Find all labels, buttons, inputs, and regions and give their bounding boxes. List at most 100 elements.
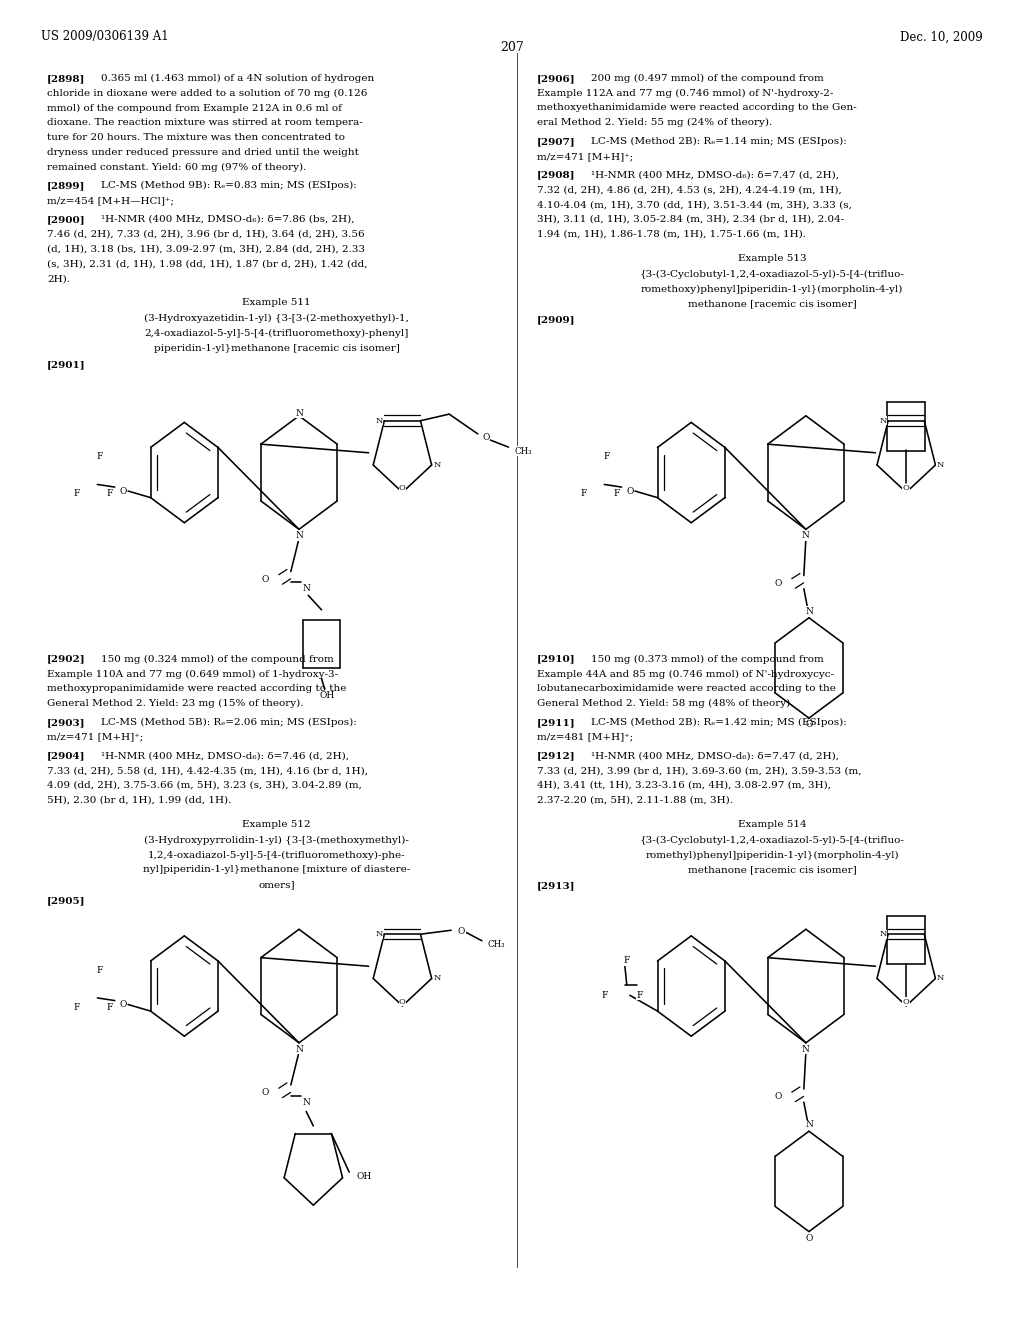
Text: 3H), 3.11 (d, 1H), 3.05-2.84 (m, 3H), 2.34 (br d, 1H), 2.04-: 3H), 3.11 (d, 1H), 3.05-2.84 (m, 3H), 2.… [537, 215, 844, 224]
Text: methanone [racemic cis isomer]: methanone [racemic cis isomer] [688, 300, 856, 309]
Text: 1.94 (m, 1H), 1.86-1.78 (m, 1H), 1.75-1.66 (m, 1H).: 1.94 (m, 1H), 1.86-1.78 (m, 1H), 1.75-1.… [537, 230, 806, 239]
Text: N: N [937, 461, 944, 469]
Text: m/z=481 [M+H]⁺;: m/z=481 [M+H]⁺; [537, 733, 633, 742]
Text: [2901]: [2901] [47, 360, 86, 368]
Text: 7.46 (d, 2H), 7.33 (d, 2H), 3.96 (br d, 1H), 3.64 (d, 2H), 3.56: 7.46 (d, 2H), 7.33 (d, 2H), 3.96 (br d, … [47, 230, 365, 239]
Text: {3-(3-Cyclobutyl-1,2,4-oxadiazol-5-yl)-5-[4-(trifluo-: {3-(3-Cyclobutyl-1,2,4-oxadiazol-5-yl)-5… [640, 836, 904, 845]
Text: N: N [802, 1045, 810, 1053]
Text: LC-MS (Method 2B): Rₑ=1.42 min; MS (ESIpos):: LC-MS (Method 2B): Rₑ=1.42 min; MS (ESIp… [591, 718, 847, 727]
Text: N: N [295, 409, 303, 417]
Text: ¹H-NMR (400 MHz, DMSO-d₆): δ=7.47 (d, 2H),: ¹H-NMR (400 MHz, DMSO-d₆): δ=7.47 (d, 2H… [591, 751, 839, 760]
Text: O: O [626, 487, 634, 495]
Text: m/z=471 [M+H]⁺;: m/z=471 [M+H]⁺; [537, 152, 633, 161]
Text: General Method 2. Yield: 23 mg (15% of theory).: General Method 2. Yield: 23 mg (15% of t… [47, 700, 303, 709]
Text: [2910]: [2910] [537, 655, 575, 664]
Text: [2902]: [2902] [47, 655, 86, 664]
Text: 2H).: 2H). [47, 275, 70, 282]
Text: F: F [637, 991, 643, 999]
Text: F: F [96, 453, 102, 461]
Text: [2912]: [2912] [537, 751, 575, 760]
Text: LC-MS (Method 9B): Rₑ=0.83 min; MS (ESIpos):: LC-MS (Method 9B): Rₑ=0.83 min; MS (ESIp… [101, 181, 357, 190]
Text: romethyl)phenyl]piperidin-1-yl}(morpholin-4-yl): romethyl)phenyl]piperidin-1-yl}(morpholi… [645, 850, 899, 859]
Text: O: O [119, 1001, 127, 1008]
Text: methanone [racemic cis isomer]: methanone [racemic cis isomer] [688, 866, 856, 874]
Text: [2903]: [2903] [47, 718, 86, 727]
Text: methoxypropanimidamide were reacted according to the: methoxypropanimidamide were reacted acco… [47, 684, 346, 693]
Text: O: O [903, 484, 909, 492]
Text: Example 512: Example 512 [242, 820, 311, 829]
Text: 207: 207 [500, 41, 524, 54]
Text: 4H), 3.41 (tt, 1H), 3.23-3.16 (m, 4H), 3.08-2.97 (m, 3H),: 4H), 3.41 (tt, 1H), 3.23-3.16 (m, 4H), 3… [537, 781, 830, 789]
Text: [2909]: [2909] [537, 315, 575, 325]
Text: LC-MS (Method 5B): Rₑ=2.06 min; MS (ESIpos):: LC-MS (Method 5B): Rₑ=2.06 min; MS (ESIp… [101, 718, 357, 727]
Text: O: O [774, 1093, 782, 1101]
Text: N: N [295, 1045, 303, 1053]
Text: LC-MS (Method 2B): Rₑ=1.14 min; MS (ESIpos):: LC-MS (Method 2B): Rₑ=1.14 min; MS (ESIp… [591, 137, 847, 147]
Text: O: O [774, 579, 782, 587]
Text: Example 514: Example 514 [737, 820, 807, 829]
Text: [2904]: [2904] [47, 751, 86, 760]
Text: 150 mg (0.373 mmol) of the compound from: 150 mg (0.373 mmol) of the compound from [591, 655, 823, 664]
Text: [2899]: [2899] [47, 181, 85, 190]
Text: F: F [581, 490, 587, 498]
Text: General Method 2. Yield: 58 mg (48% of theory).: General Method 2. Yield: 58 mg (48% of t… [537, 700, 793, 709]
Text: remained constant. Yield: 60 mg (97% of theory).: remained constant. Yield: 60 mg (97% of … [47, 162, 306, 172]
Text: [2907]: [2907] [537, 137, 575, 147]
Text: O: O [119, 487, 127, 495]
Text: N: N [937, 974, 944, 982]
Text: F: F [96, 966, 102, 974]
Text: (3-Hydroxyazetidin-1-yl) {3-[3-(2-methoxyethyl)-1,: (3-Hydroxyazetidin-1-yl) {3-[3-(2-methox… [144, 314, 409, 323]
Text: F: F [601, 991, 607, 999]
Text: Example 511: Example 511 [242, 298, 311, 308]
Text: mmol) of the compound from Example 212A in 0.6 ml of: mmol) of the compound from Example 212A … [47, 103, 342, 112]
Text: Example 44A and 85 mg (0.746 mmol) of N'-hydroxycyc-: Example 44A and 85 mg (0.746 mmol) of N'… [537, 669, 834, 678]
Text: 7.33 (d, 2H), 5.58 (d, 1H), 4.42-4.35 (m, 1H), 4.16 (br d, 1H),: 7.33 (d, 2H), 5.58 (d, 1H), 4.42-4.35 (m… [47, 766, 368, 775]
Text: [2898]: [2898] [47, 74, 85, 83]
Text: O: O [805, 721, 813, 729]
Text: CH₃: CH₃ [514, 446, 531, 455]
Text: N: N [805, 1121, 813, 1129]
Text: [2911]: [2911] [537, 718, 575, 727]
Text: Dec. 10, 2009: Dec. 10, 2009 [900, 30, 983, 44]
Text: F: F [106, 1003, 113, 1011]
Text: N: N [880, 931, 887, 939]
Text: 1,2,4-oxadiazol-5-yl]-5-[4-(trifluoromethoxy)-phe-: 1,2,4-oxadiazol-5-yl]-5-[4-(trifluoromet… [147, 850, 406, 859]
Text: Example 112A and 77 mg (0.746 mmol) of N'-hydroxy-2-: Example 112A and 77 mg (0.746 mmol) of N… [537, 88, 833, 98]
Text: 0.365 ml (1.463 mmol) of a 4N solution of hydrogen: 0.365 ml (1.463 mmol) of a 4N solution o… [101, 74, 375, 83]
Text: piperidin-1-yl}methanone [racemic cis isomer]: piperidin-1-yl}methanone [racemic cis is… [154, 343, 399, 352]
Text: ture for 20 hours. The mixture was then concentrated to: ture for 20 hours. The mixture was then … [47, 133, 345, 143]
Text: O: O [903, 998, 909, 1006]
Text: OH: OH [357, 1172, 372, 1180]
Text: dioxane. The reaction mixture was stirred at room tempera-: dioxane. The reaction mixture was stirre… [47, 119, 362, 127]
Text: 4.10-4.04 (m, 1H), 3.70 (dd, 1H), 3.51-3.44 (m, 3H), 3.33 (s,: 4.10-4.04 (m, 1H), 3.70 (dd, 1H), 3.51-3… [537, 201, 851, 209]
Text: US 2009/0306139 A1: US 2009/0306139 A1 [41, 30, 169, 44]
Text: 2.37-2.20 (m, 5H), 2.11-1.88 (m, 3H).: 2.37-2.20 (m, 5H), 2.11-1.88 (m, 3H). [537, 796, 732, 805]
Text: N: N [376, 417, 383, 425]
Text: N: N [805, 607, 813, 615]
Text: 5H), 2.30 (br d, 1H), 1.99 (dd, 1H).: 5H), 2.30 (br d, 1H), 1.99 (dd, 1H). [47, 796, 231, 805]
Text: romethoxy)phenyl]piperidin-1-yl}(morpholin-4-yl): romethoxy)phenyl]piperidin-1-yl}(morphol… [641, 285, 903, 294]
Text: F: F [624, 957, 630, 965]
Text: 7.32 (d, 2H), 4.86 (d, 2H), 4.53 (s, 2H), 4.24-4.19 (m, 1H),: 7.32 (d, 2H), 4.86 (d, 2H), 4.53 (s, 2H)… [537, 185, 842, 194]
Text: {3-(3-Cyclobutyl-1,2,4-oxadiazol-5-yl)-5-[4-(trifluo-: {3-(3-Cyclobutyl-1,2,4-oxadiazol-5-yl)-5… [640, 269, 904, 279]
Text: Example 110A and 77 mg (0.649 mmol) of 1-hydroxy-3-: Example 110A and 77 mg (0.649 mmol) of 1… [47, 669, 338, 678]
Text: 200 mg (0.497 mmol) of the compound from: 200 mg (0.497 mmol) of the compound from [591, 74, 823, 83]
Text: O: O [399, 998, 406, 1006]
Text: OH: OH [319, 692, 334, 700]
Text: Example 513: Example 513 [737, 253, 807, 263]
Text: [2906]: [2906] [537, 74, 575, 83]
Text: m/z=454 [M+H—HCl]⁺;: m/z=454 [M+H—HCl]⁺; [47, 197, 174, 205]
Text: CH₃: CH₃ [487, 940, 505, 949]
Text: O: O [458, 927, 465, 936]
Text: 7.33 (d, 2H), 3.99 (br d, 1H), 3.69-3.60 (m, 2H), 3.59-3.53 (m,: 7.33 (d, 2H), 3.99 (br d, 1H), 3.69-3.60… [537, 766, 861, 775]
Text: dryness under reduced pressure and dried until the weight: dryness under reduced pressure and dried… [47, 148, 359, 157]
Text: 2,4-oxadiazol-5-yl]-5-[4-(trifluoromethoxy)-phenyl]: 2,4-oxadiazol-5-yl]-5-[4-(trifluorometho… [144, 329, 409, 338]
Text: N: N [880, 417, 887, 425]
Text: N: N [302, 585, 310, 593]
Text: N: N [302, 1098, 310, 1106]
Text: omers]: omers] [258, 880, 295, 890]
Text: N: N [295, 532, 303, 540]
Text: F: F [74, 1003, 80, 1011]
Text: (d, 1H), 3.18 (bs, 1H), 3.09-2.97 (m, 3H), 2.84 (dd, 2H), 2.33: (d, 1H), 3.18 (bs, 1H), 3.09-2.97 (m, 3H… [47, 244, 366, 253]
Text: N: N [433, 461, 440, 469]
